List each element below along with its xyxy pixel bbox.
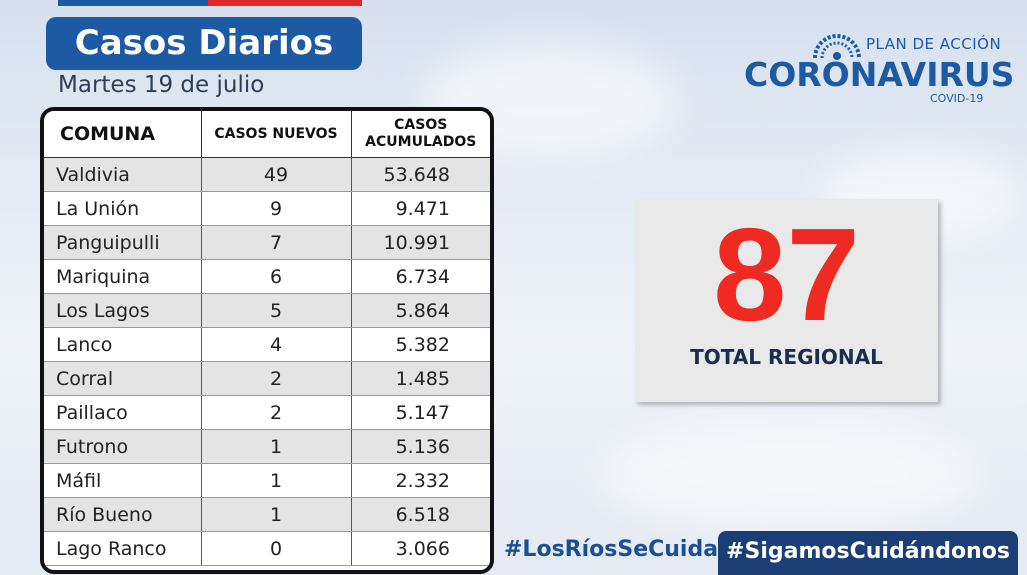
header-acumulados-line1: CASOS (394, 117, 448, 133)
comuna-cell: Lanco (44, 327, 202, 362)
hashtag-los-rios: #LosRíosSeCuida (504, 537, 719, 562)
table-row: Valdivia 49 53.648 (44, 157, 490, 192)
table-body: Valdivia 49 53.648 La Unión 9 9.471 Panguipull… (44, 157, 490, 566)
casos-acumulados-cell: 2.332 (351, 463, 490, 498)
casos-nuevos-cell: 4 (201, 327, 352, 362)
casos-acumulados-cell: 5.864 (351, 293, 490, 328)
hashtag-sigamos: #SigamosCuidándonos (718, 531, 1018, 575)
casos-nuevos-cell: 1 (201, 463, 352, 498)
casos-acumulados-cell: 3.066 (351, 531, 490, 566)
casos-acumulados-cell: 1.485 (351, 361, 490, 396)
table-row: La Unión 9 9.471 (44, 191, 490, 226)
flag-stripe (58, 0, 362, 6)
logo-plan-text: PLAN DE ACCIÓN (866, 35, 1002, 53)
comuna-cell: Paillaco (44, 395, 202, 430)
comuna-cell: Valdivia (44, 157, 202, 192)
comuna-cell: Lago Ranco (44, 531, 202, 566)
table-row: Lanco 4 5.382 (44, 327, 490, 362)
header-casos-acumulados: CASOS ACUMULADOS (351, 111, 490, 158)
comuna-cell: Panguipulli (44, 225, 202, 260)
casos-nuevos-cell: 49 (201, 157, 352, 192)
header-comuna: COMUNA (44, 111, 202, 158)
flag-stripe-blue (58, 0, 208, 6)
casos-nuevos-cell: 7 (201, 225, 352, 260)
header-casos-nuevos: CASOS NUEVOS (201, 111, 352, 158)
table-row: Río Bueno 1 6.518 (44, 497, 490, 532)
casos-acumulados-cell: 6.518 (351, 497, 490, 532)
table-row: Mariquina 6 6.734 (44, 259, 490, 294)
comuna-cell: Futrono (44, 429, 202, 464)
flag-stripe-red (208, 0, 362, 6)
background-cloud (600, 420, 980, 530)
casos-nuevos-cell: 2 (201, 361, 352, 396)
header-acumulados-line2: ACUMULADOS (365, 134, 477, 150)
logo-covid-text: COVID-19 (930, 92, 984, 105)
casos-acumulados-cell: 5.136 (351, 429, 490, 464)
casos-acumulados-cell: 6.734 (351, 259, 490, 294)
table-row: Paillaco 2 5.147 (44, 395, 490, 430)
table-row: Corral 2 1.485 (44, 361, 490, 396)
table-header-row: COMUNA CASOS NUEVOS CASOS ACUMULADOS (44, 111, 490, 158)
casos-acumulados-cell: 53.648 (351, 157, 490, 192)
casos-nuevos-cell: 0 (201, 531, 352, 566)
comuna-cell: La Unión (44, 191, 202, 226)
comuna-cell: Máfil (44, 463, 202, 498)
casos-nuevos-cell: 1 (201, 429, 352, 464)
casos-nuevos-cell: 1 (201, 497, 352, 532)
casos-acumulados-cell: 9.471 (351, 191, 490, 226)
comuna-cell: Los Lagos (44, 293, 202, 328)
casos-nuevos-cell: 9 (201, 191, 352, 226)
date-label: Martes 19 de julio (58, 72, 265, 98)
casos-nuevos-cell: 2 (201, 395, 352, 430)
cases-table: COMUNA CASOS NUEVOS CASOS ACUMULADOS Val… (40, 107, 494, 574)
total-regional-value: 87 (713, 201, 860, 348)
total-regional-label: TOTAL REGIONAL (690, 345, 883, 369)
casos-nuevos-cell: 6 (201, 259, 352, 294)
page-title: Casos Diarios (46, 17, 362, 70)
table-row: Lago Ranco 0 3.066 (44, 531, 490, 566)
comuna-cell: Corral (44, 361, 202, 396)
table-row: Máfil 1 2.332 (44, 463, 490, 498)
logo-coronavirus-text: CORONAVIRUS (744, 55, 1015, 94)
total-regional-card: 87 TOTAL REGIONAL (635, 199, 938, 402)
casos-nuevos-cell: 5 (201, 293, 352, 328)
comuna-cell: Mariquina (44, 259, 202, 294)
coronavirus-logo-icon (812, 30, 862, 64)
table-row: Panguipulli 7 10.991 (44, 225, 490, 260)
casos-acumulados-cell: 5.147 (351, 395, 490, 430)
casos-acumulados-cell: 10.991 (351, 225, 490, 260)
table-row: Los Lagos 5 5.864 (44, 293, 490, 328)
comuna-cell: Río Bueno (44, 497, 202, 532)
casos-acumulados-cell: 5.382 (351, 327, 490, 362)
table-row: Futrono 1 5.136 (44, 429, 490, 464)
